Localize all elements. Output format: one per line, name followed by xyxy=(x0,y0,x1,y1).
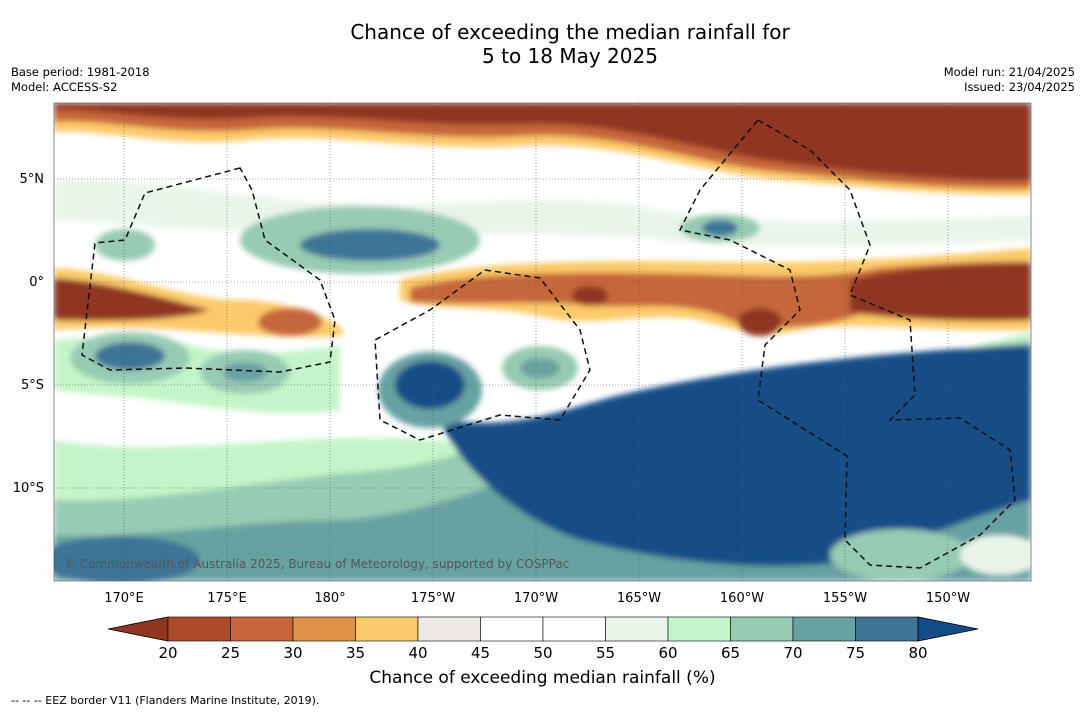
lat-label: 0° xyxy=(29,275,44,290)
rainfall-shading xyxy=(54,103,1031,581)
colorbar-tick-label: 70 xyxy=(783,644,802,662)
lon-label: 175°W xyxy=(411,591,455,606)
colorbar-segment xyxy=(605,616,669,642)
colorbar-segment xyxy=(417,616,481,642)
colorbar-tick-label: 80 xyxy=(908,644,927,662)
lon-label: 180° xyxy=(314,591,345,606)
colorbar-segment xyxy=(730,616,794,642)
lon-label: 150°W xyxy=(926,591,970,606)
colorbar-tick-label: 65 xyxy=(721,644,740,662)
colorbar-segment xyxy=(667,616,731,642)
colorbar-extend-high xyxy=(917,616,979,642)
map-title: Chance of exceeding the median rainfall … xyxy=(0,20,1085,68)
colorbar-segment xyxy=(855,616,919,642)
model-info: Base period: 1981-2018 Model: ACCESS-S2 xyxy=(11,65,150,95)
colorbar-segment xyxy=(355,616,419,642)
lon-label: 165°W xyxy=(617,591,661,606)
colorbar-segment xyxy=(167,616,231,642)
map-field xyxy=(54,103,1031,581)
colorbar-segment xyxy=(542,616,606,642)
colorbar-segment xyxy=(230,616,294,642)
colorbar-tick-label: 25 xyxy=(221,644,240,662)
colorbar-tick-label: 40 xyxy=(408,644,427,662)
colorbar-tick-label: 30 xyxy=(283,644,302,662)
copyright-notice: © Commonwealth of Australia 2025, Bureau… xyxy=(64,557,570,571)
lon-label: 170°E xyxy=(104,591,144,606)
lat-label: 5°S xyxy=(21,378,44,393)
title-line-2: 5 to 18 May 2025 xyxy=(482,44,658,68)
colorbar-tick-label: 60 xyxy=(658,644,677,662)
model-run-date: Model run: 21/04/2025 xyxy=(943,65,1075,79)
colorbar-tick-label: 50 xyxy=(533,644,552,662)
run-info: Model run: 21/04/2025 Issued: 23/04/2025 xyxy=(944,65,1075,95)
graticule xyxy=(54,103,1031,581)
issued-date: Issued: 23/04/2025 xyxy=(964,80,1075,94)
colorbar: 20 25 30 35 40 45 50 55 60 65 70 75 80 xyxy=(107,616,979,662)
lon-label: 170°W xyxy=(514,591,558,606)
colorbar-tick-label: 45 xyxy=(471,644,490,662)
latitude-labels: 5°N 0° 5°S 10°S xyxy=(13,172,44,496)
lat-label: 10°S xyxy=(13,481,44,496)
lon-label: 175°E xyxy=(207,591,247,606)
base-period: Base period: 1981-2018 xyxy=(11,65,150,79)
colorbar-extend-low xyxy=(107,616,169,642)
colorbar-label: Chance of exceeding median rainfall (%) xyxy=(369,668,716,688)
colorbar-segment xyxy=(792,616,856,642)
colorbar-tick-label: 35 xyxy=(346,644,365,662)
eez-footnote: -- -- -- EEZ border V11 (Flanders Marine… xyxy=(11,694,320,707)
colorbar-tick-label: 20 xyxy=(158,644,177,662)
eez-borders xyxy=(81,119,1016,569)
colorbar-tick-label: 75 xyxy=(846,644,865,662)
colorbar-segment xyxy=(480,616,544,642)
lat-label: 5°N xyxy=(20,172,45,187)
colorbar-segment xyxy=(292,616,356,642)
lon-label: 155°W xyxy=(823,591,867,606)
title-line-1: Chance of exceeding the median rainfall … xyxy=(350,20,790,44)
lon-label: 160°W xyxy=(720,591,764,606)
colorbar-tick-label: 55 xyxy=(596,644,615,662)
longitude-labels: 170°E 175°E 180° 175°W 170°W 165°W 160°W… xyxy=(104,591,970,606)
model-name: Model: ACCESS-S2 xyxy=(11,80,118,94)
